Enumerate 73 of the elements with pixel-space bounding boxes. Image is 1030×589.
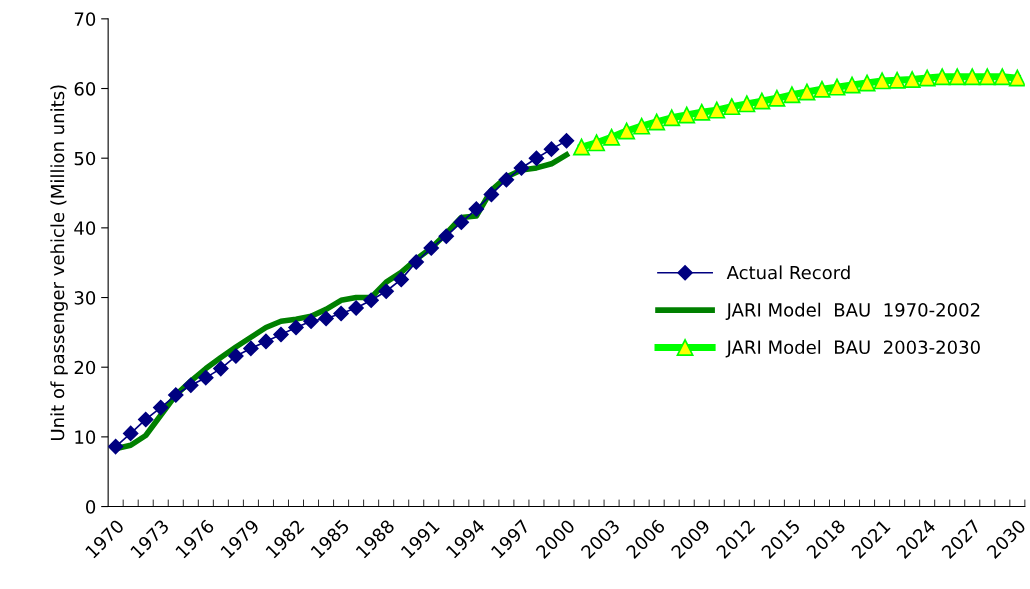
point (183, 377, 199, 394)
point (153, 399, 169, 416)
point (888, 71, 906, 89)
point (453, 214, 470, 230)
y-tick-label: 70 (74, 12, 96, 26)
point (138, 411, 154, 428)
point (783, 86, 801, 104)
point (243, 340, 259, 357)
point (858, 74, 876, 92)
point (513, 160, 530, 176)
y-axis-title: Unit of passenger vehicle (Million units) (50, 85, 68, 440)
point (483, 186, 500, 203)
point (678, 106, 696, 124)
point (408, 254, 424, 270)
point (423, 240, 439, 256)
point (288, 319, 304, 336)
y-tick-label: 10 (75, 430, 96, 444)
point (873, 72, 891, 90)
y-tick-label: 0 (86, 500, 96, 514)
point (663, 109, 681, 127)
point (798, 83, 816, 101)
point (768, 89, 786, 107)
point (738, 95, 756, 113)
point (228, 348, 244, 364)
point (813, 80, 831, 98)
point (393, 271, 409, 288)
point (378, 283, 394, 299)
point (528, 150, 545, 166)
point (543, 141, 560, 157)
y-tick-label: 20 (74, 360, 96, 375)
point (498, 172, 515, 188)
point (318, 310, 334, 327)
point (753, 92, 771, 110)
point (168, 387, 184, 403)
point (603, 128, 621, 146)
point (933, 68, 951, 86)
point (198, 369, 214, 386)
point (843, 76, 861, 94)
point (108, 438, 124, 455)
legend-label: Actual Record (726, 265, 850, 280)
point (648, 113, 666, 131)
point (273, 326, 289, 343)
point (588, 134, 606, 152)
legend-label: JARI Model BAU 1970-2002 (725, 302, 980, 321)
point (573, 138, 591, 156)
point (122, 425, 139, 442)
point (468, 201, 485, 217)
y-tick-label: 60 (74, 81, 96, 96)
point (693, 103, 711, 121)
point (363, 292, 379, 309)
point (258, 333, 274, 350)
point (828, 78, 846, 96)
y-tick-label: 40 (74, 221, 96, 235)
point (978, 68, 996, 86)
point (993, 68, 1011, 86)
point (903, 70, 921, 88)
point (213, 360, 229, 377)
point (1008, 69, 1025, 87)
y-tick-label: 30 (74, 290, 96, 305)
point (333, 305, 349, 322)
point (438, 228, 454, 244)
point (963, 68, 981, 86)
point (948, 68, 966, 86)
point (303, 313, 319, 329)
y-tick-label: 50 (74, 151, 96, 166)
point (918, 69, 936, 87)
point (723, 98, 741, 116)
point (708, 101, 726, 119)
legend-label: JARI Model BAU 2003-2030 (725, 340, 980, 358)
point (633, 117, 651, 135)
point (618, 122, 636, 140)
point (348, 300, 364, 316)
point (558, 133, 575, 149)
